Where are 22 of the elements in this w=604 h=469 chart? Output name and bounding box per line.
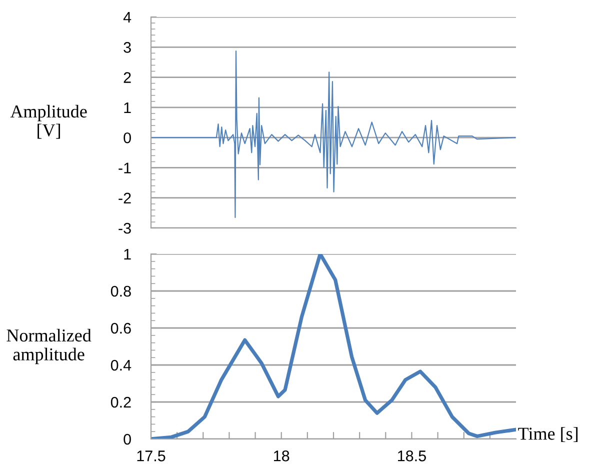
line-series <box>151 50 516 218</box>
x-tick-label: 17.5 <box>137 450 166 462</box>
y-axis-title: Normalized amplitude <box>6 328 92 364</box>
y-tick-label: -1 <box>118 162 131 174</box>
y-axis-title: Amplitude [V] <box>10 104 87 139</box>
x-tick-label: 18 <box>274 450 290 462</box>
y-tick-label: -2 <box>118 192 131 204</box>
y-tick-label: 0.8 <box>110 286 131 297</box>
y-tick-label: 0.2 <box>110 396 131 408</box>
y-tick-label: 3 <box>124 42 131 53</box>
y-tick-label: 0.4 <box>110 360 132 371</box>
y-tick-label: 0 <box>124 132 131 144</box>
line-series <box>151 254 516 439</box>
y-tick-label: 0 <box>124 434 131 445</box>
y-tick-label: 1 <box>124 249 131 260</box>
y-tick-label: 2 <box>124 72 131 83</box>
x-axis-title: Time [s] <box>518 427 578 442</box>
x-tick-label: 18.5 <box>398 450 426 462</box>
y-tick-label: 0.6 <box>110 322 131 334</box>
y-tick-label: -3 <box>118 222 131 234</box>
y-tick-label: 4 <box>123 12 132 23</box>
y-tick-label: 1 <box>124 102 131 113</box>
